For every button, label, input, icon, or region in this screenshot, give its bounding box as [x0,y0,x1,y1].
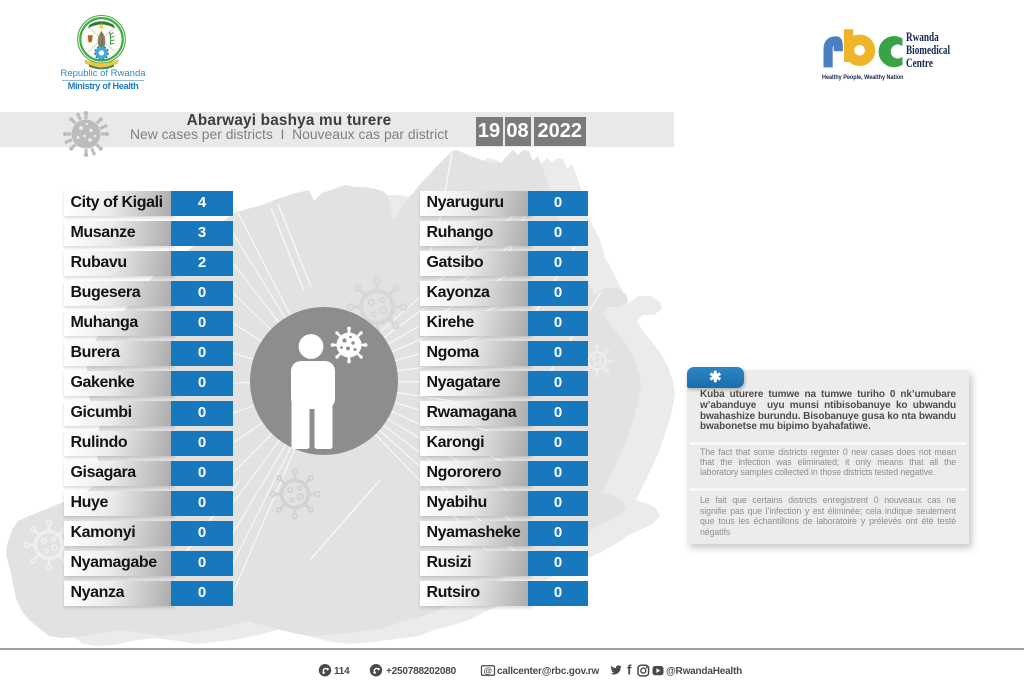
svg-text:+250788202080: +250788202080 [386,666,457,677]
svg-text:callcenter@rbc.gov.rw: callcenter@rbc.gov.rw [497,666,599,677]
svg-text:114: 114 [334,666,350,677]
svg-text:@: @ [484,666,492,676]
svg-text:f: f [627,663,632,678]
svg-text:@RwandaHealth: @RwandaHealth [666,666,742,677]
